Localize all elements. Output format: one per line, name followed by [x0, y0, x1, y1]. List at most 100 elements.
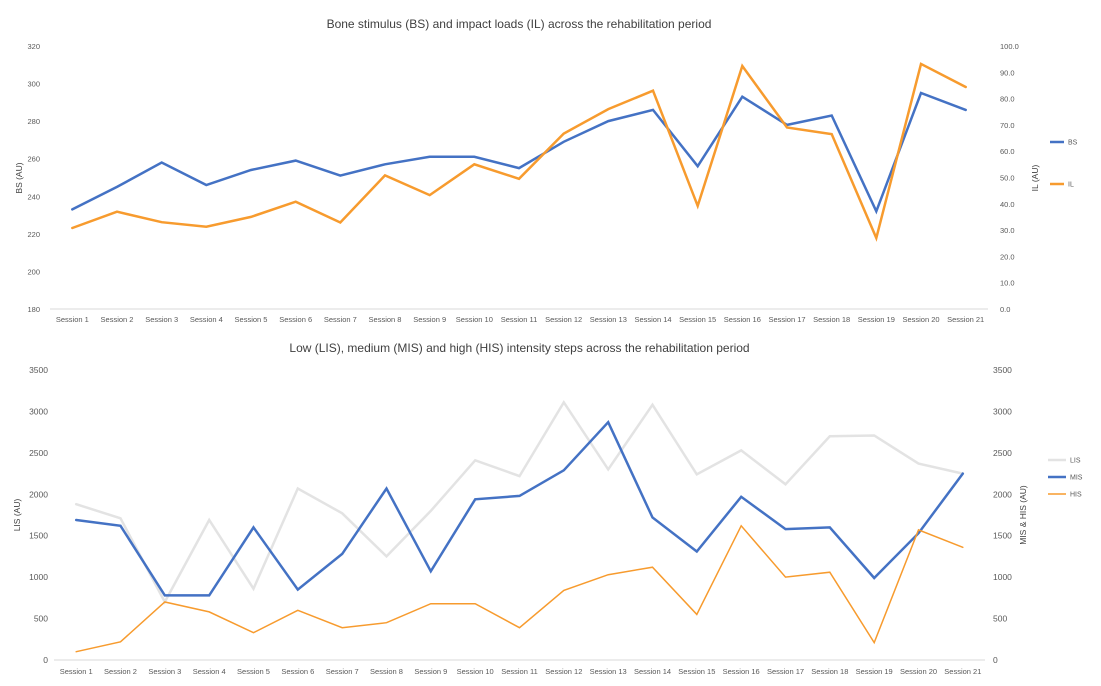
- chart-2-point-mis: [651, 516, 653, 518]
- chart-1-point-il: [965, 86, 967, 88]
- chart-2-point-his: [696, 613, 698, 615]
- chart-1-x-tick-label: Session 6: [279, 315, 312, 324]
- chart-2-y-tick-label: 500: [34, 614, 48, 624]
- chart-1-y2-tick-label: 80.0: [1000, 95, 1015, 104]
- chart-2-point-his: [784, 576, 786, 578]
- chart-2-x-tick-label: Session 4: [193, 667, 226, 676]
- chart-2-title: Low (LIS), medium (MIS) and high (HIS) i…: [289, 341, 749, 355]
- chart-2-x-tick-label: Session 14: [634, 667, 671, 676]
- chart-1-point-bs: [652, 109, 654, 111]
- chart-1-point-il: [875, 237, 877, 239]
- chart-2-point-lis: [252, 588, 254, 590]
- chart-1-point-il: [786, 126, 788, 128]
- chart-2-legend-label-his: HIS: [1070, 492, 1082, 499]
- chart-1-series-line-bs: [71, 91, 967, 215]
- chart-1-x-tick-label: Session 13: [590, 315, 627, 324]
- chart-2-point-mis: [962, 472, 964, 474]
- chart-1-point-bs: [339, 174, 341, 176]
- chart-2-point-lis: [563, 401, 565, 403]
- chart-2-point-mis: [607, 421, 609, 423]
- chart-1-point-bs: [697, 165, 699, 167]
- chart-2-point-his: [252, 632, 254, 634]
- chart-2-point-his: [430, 603, 432, 605]
- chart-2-point-mis: [208, 594, 210, 596]
- chart-2-y-tick-label: 0: [43, 655, 48, 665]
- chart-2-point-mis: [430, 570, 432, 572]
- chart-1-point-bs: [250, 169, 252, 171]
- chart-2-legend-label-mis: MIS: [1070, 475, 1083, 482]
- chart-1-point-il: [607, 108, 609, 110]
- chart-2-x-tick-label: Session 2: [104, 667, 137, 676]
- chart-1-x-tick-label: Session 4: [190, 315, 223, 324]
- chart-2-y-tick-label: 3000: [29, 406, 48, 416]
- chart-2-point-mis: [474, 498, 476, 500]
- chart-1-point-bs: [429, 156, 431, 158]
- chart-1-y-tick-label: 320: [27, 42, 40, 51]
- chart-1-point-il: [71, 227, 73, 229]
- chart-2-point-lis: [740, 449, 742, 451]
- chart-1-x-tick-label: Session 7: [324, 315, 357, 324]
- chart-2-y2-tick-label: 1500: [993, 531, 1012, 541]
- chart-1-point-il: [920, 63, 922, 65]
- chart-1-y-axis-title: BS (AU): [14, 162, 24, 193]
- chart-2-point-lis: [75, 503, 77, 505]
- chart-2-point-his: [164, 601, 166, 603]
- chart-1-point-il: [205, 226, 207, 228]
- chart-2-point-mis: [341, 553, 343, 555]
- chart-1-x-tick-label: Session 21: [947, 315, 984, 324]
- chart-2-point-his: [563, 589, 565, 591]
- chart-2-x-tick-label: Session 1: [60, 667, 93, 676]
- chart-1-y2-tick-label: 0.0: [1000, 305, 1010, 314]
- chart-1-x-tick-label: Session 16: [724, 315, 761, 324]
- chart-1-point-bs: [563, 141, 565, 143]
- chart-2-y-axis-title: LIS (AU): [12, 499, 22, 532]
- chart-2-x-tick-label: Session 5: [237, 667, 270, 676]
- chart-2-point-mis: [696, 550, 698, 552]
- chart-1-x-tick-label: Session 12: [545, 315, 582, 324]
- chart-1-point-il: [473, 163, 475, 165]
- chart-1-point-il: [250, 216, 252, 218]
- chart-2-y2-tick-label: 2500: [993, 448, 1012, 458]
- chart-2-x-tick-label: Session 17: [767, 667, 804, 676]
- chart-2-point-mis: [563, 469, 565, 471]
- chart-2-point-lis: [829, 435, 831, 437]
- chart-1-point-bs: [607, 120, 609, 122]
- chart-2-point-lis: [474, 459, 476, 461]
- chart-2-point-lis: [696, 473, 698, 475]
- chart-1-point-bs: [71, 208, 73, 210]
- chart-1-x-tick-label: Session 15: [679, 315, 716, 324]
- chart-1-x-tick-label: Session 5: [235, 315, 268, 324]
- chart-2-x-tick-label: Session 12: [545, 667, 582, 676]
- chart-2-point-lis: [119, 517, 121, 519]
- chart-2-point-his: [962, 546, 964, 548]
- chart-2-point-lis: [208, 519, 210, 521]
- chart-1-point-il: [831, 133, 833, 135]
- chart-2-point-mis: [784, 528, 786, 530]
- chart-1-legend-label-bs: BS: [1068, 140, 1078, 147]
- chart-2-point-mis: [164, 594, 166, 596]
- chart-2-x-tick-label: Session 7: [326, 667, 359, 676]
- chart-2-x-tick-label: Session 18: [811, 667, 848, 676]
- chart-2-point-his: [829, 571, 831, 573]
- chart-1-point-il: [384, 174, 386, 176]
- chart-2-y-tick-label: 3500: [29, 365, 48, 375]
- chart-2-point-his: [651, 566, 653, 568]
- chart-2-x-tick-label: Session 9: [414, 667, 447, 676]
- chart-1-y2-tick-label: 40.0: [1000, 200, 1015, 209]
- chart-2-point-mis: [873, 577, 875, 579]
- chart-2-point-lis: [518, 475, 520, 477]
- chart-1-y2-tick-label: 100.0: [1000, 42, 1019, 51]
- chart-2-point-lis: [430, 510, 432, 512]
- chart-1-point-bs: [875, 210, 877, 212]
- chart-1-point-il: [741, 65, 743, 67]
- chart-1-point-il: [161, 221, 163, 223]
- chart-2-point-his: [341, 627, 343, 629]
- chart-2-x-tick-label: Session 20: [900, 667, 937, 676]
- chart-2-point-his: [297, 609, 299, 611]
- chart-1-y2-tick-label: 10.0: [1000, 279, 1015, 288]
- chart-2-x-tick-label: Session 13: [590, 667, 627, 676]
- chart-2-y-tick-label: 2000: [29, 489, 48, 499]
- chart-1-point-il: [429, 194, 431, 196]
- chart-2-point-his: [917, 529, 919, 531]
- chart-1-point-il: [339, 221, 341, 223]
